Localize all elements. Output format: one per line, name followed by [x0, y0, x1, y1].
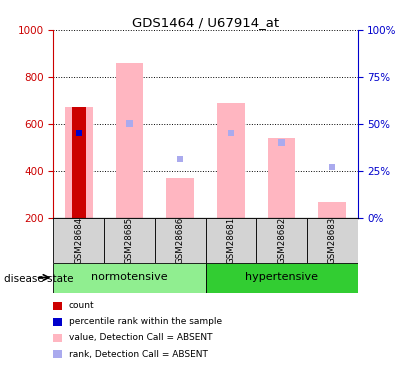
Bar — [53, 262, 206, 292]
Bar — [65, 107, 93, 218]
Bar — [228, 130, 234, 136]
Bar — [76, 130, 82, 136]
Bar — [307, 217, 358, 262]
Bar — [256, 217, 307, 262]
Bar — [166, 178, 194, 218]
Text: value, Detection Call = ABSENT: value, Detection Call = ABSENT — [69, 333, 212, 342]
Text: GSM28686: GSM28686 — [175, 216, 185, 264]
Text: GSM28685: GSM28685 — [125, 216, 134, 264]
Bar — [76, 130, 82, 136]
Bar — [177, 156, 183, 162]
Bar — [104, 217, 155, 262]
Bar — [268, 138, 296, 218]
Text: count: count — [69, 301, 94, 310]
Text: GSM28682: GSM28682 — [277, 216, 286, 264]
Text: percentile rank within the sample: percentile rank within the sample — [69, 317, 222, 326]
Text: GSM28683: GSM28683 — [328, 216, 337, 264]
Bar — [155, 217, 206, 262]
Text: hypertensive: hypertensive — [245, 273, 318, 282]
Bar — [72, 107, 86, 218]
Bar — [329, 164, 335, 170]
Text: GSM28681: GSM28681 — [226, 216, 236, 264]
Text: disease state: disease state — [4, 274, 74, 284]
Bar — [115, 63, 143, 217]
Bar — [206, 262, 358, 292]
Bar — [279, 139, 284, 146]
Text: rank, Detection Call = ABSENT: rank, Detection Call = ABSENT — [69, 350, 208, 358]
Bar — [318, 202, 346, 217]
Bar — [217, 103, 245, 218]
Text: normotensive: normotensive — [91, 273, 168, 282]
Bar — [206, 217, 256, 262]
Text: GSM28684: GSM28684 — [74, 216, 83, 264]
Bar — [127, 120, 132, 127]
Title: GDS1464 / U67914_at: GDS1464 / U67914_at — [132, 16, 279, 29]
Bar — [53, 217, 104, 262]
